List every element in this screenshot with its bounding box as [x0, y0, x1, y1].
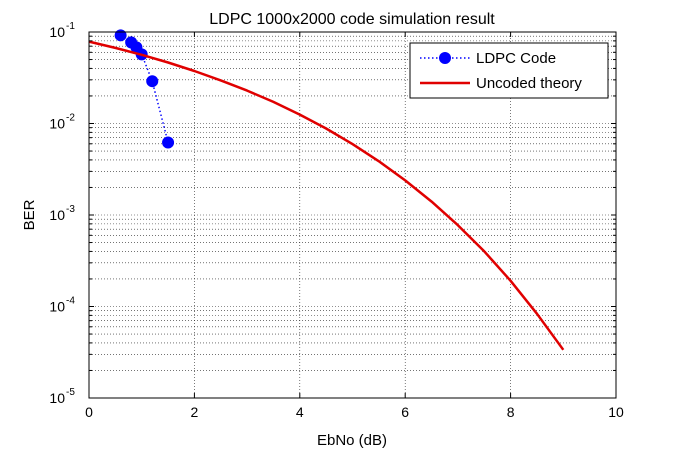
x-axis-title: EbNo (dB) — [317, 432, 387, 449]
x-tick-label: 8 — [507, 404, 515, 420]
y-tick-exponent: -2 — [66, 113, 75, 124]
legend: LDPC Code Uncoded theory — [409, 42, 609, 99]
ldpc-data-point — [162, 136, 175, 149]
y-tick-label: 10 — [49, 207, 65, 223]
x-tick-label: 4 — [296, 404, 304, 420]
y-tick-label: 10 — [49, 116, 65, 132]
x-tick-label: 6 — [401, 404, 409, 420]
legend-label-ldpc: LDPC Code — [476, 50, 556, 67]
x-tick-label: 0 — [85, 404, 93, 420]
x-tick-label: 10 — [608, 404, 624, 420]
y-tick-exponent: -3 — [66, 204, 75, 215]
chart-title: LDPC 1000x2000 code simulation result — [209, 11, 495, 28]
y-tick-exponent: -4 — [66, 296, 75, 307]
ldpc-data-point — [146, 75, 159, 88]
ldpc-data-point — [114, 29, 127, 42]
y-tick-label: 10 — [49, 390, 65, 406]
uncoded-theory-line — [88, 40, 565, 351]
legend-box — [409, 42, 609, 99]
y-axis-title: BER — [21, 199, 38, 230]
x-tick-label: 2 — [191, 404, 199, 420]
y-tick-label: 10 — [49, 299, 65, 315]
grid-lines — [89, 32, 616, 398]
y-tick-exponent: -5 — [66, 387, 75, 398]
legend-label-uncoded: Uncoded theory — [476, 75, 582, 92]
legend-marker-ldpc — [439, 52, 451, 64]
y-tick-label: 10 — [49, 24, 65, 40]
y-tick-exponent: -1 — [66, 21, 75, 32]
